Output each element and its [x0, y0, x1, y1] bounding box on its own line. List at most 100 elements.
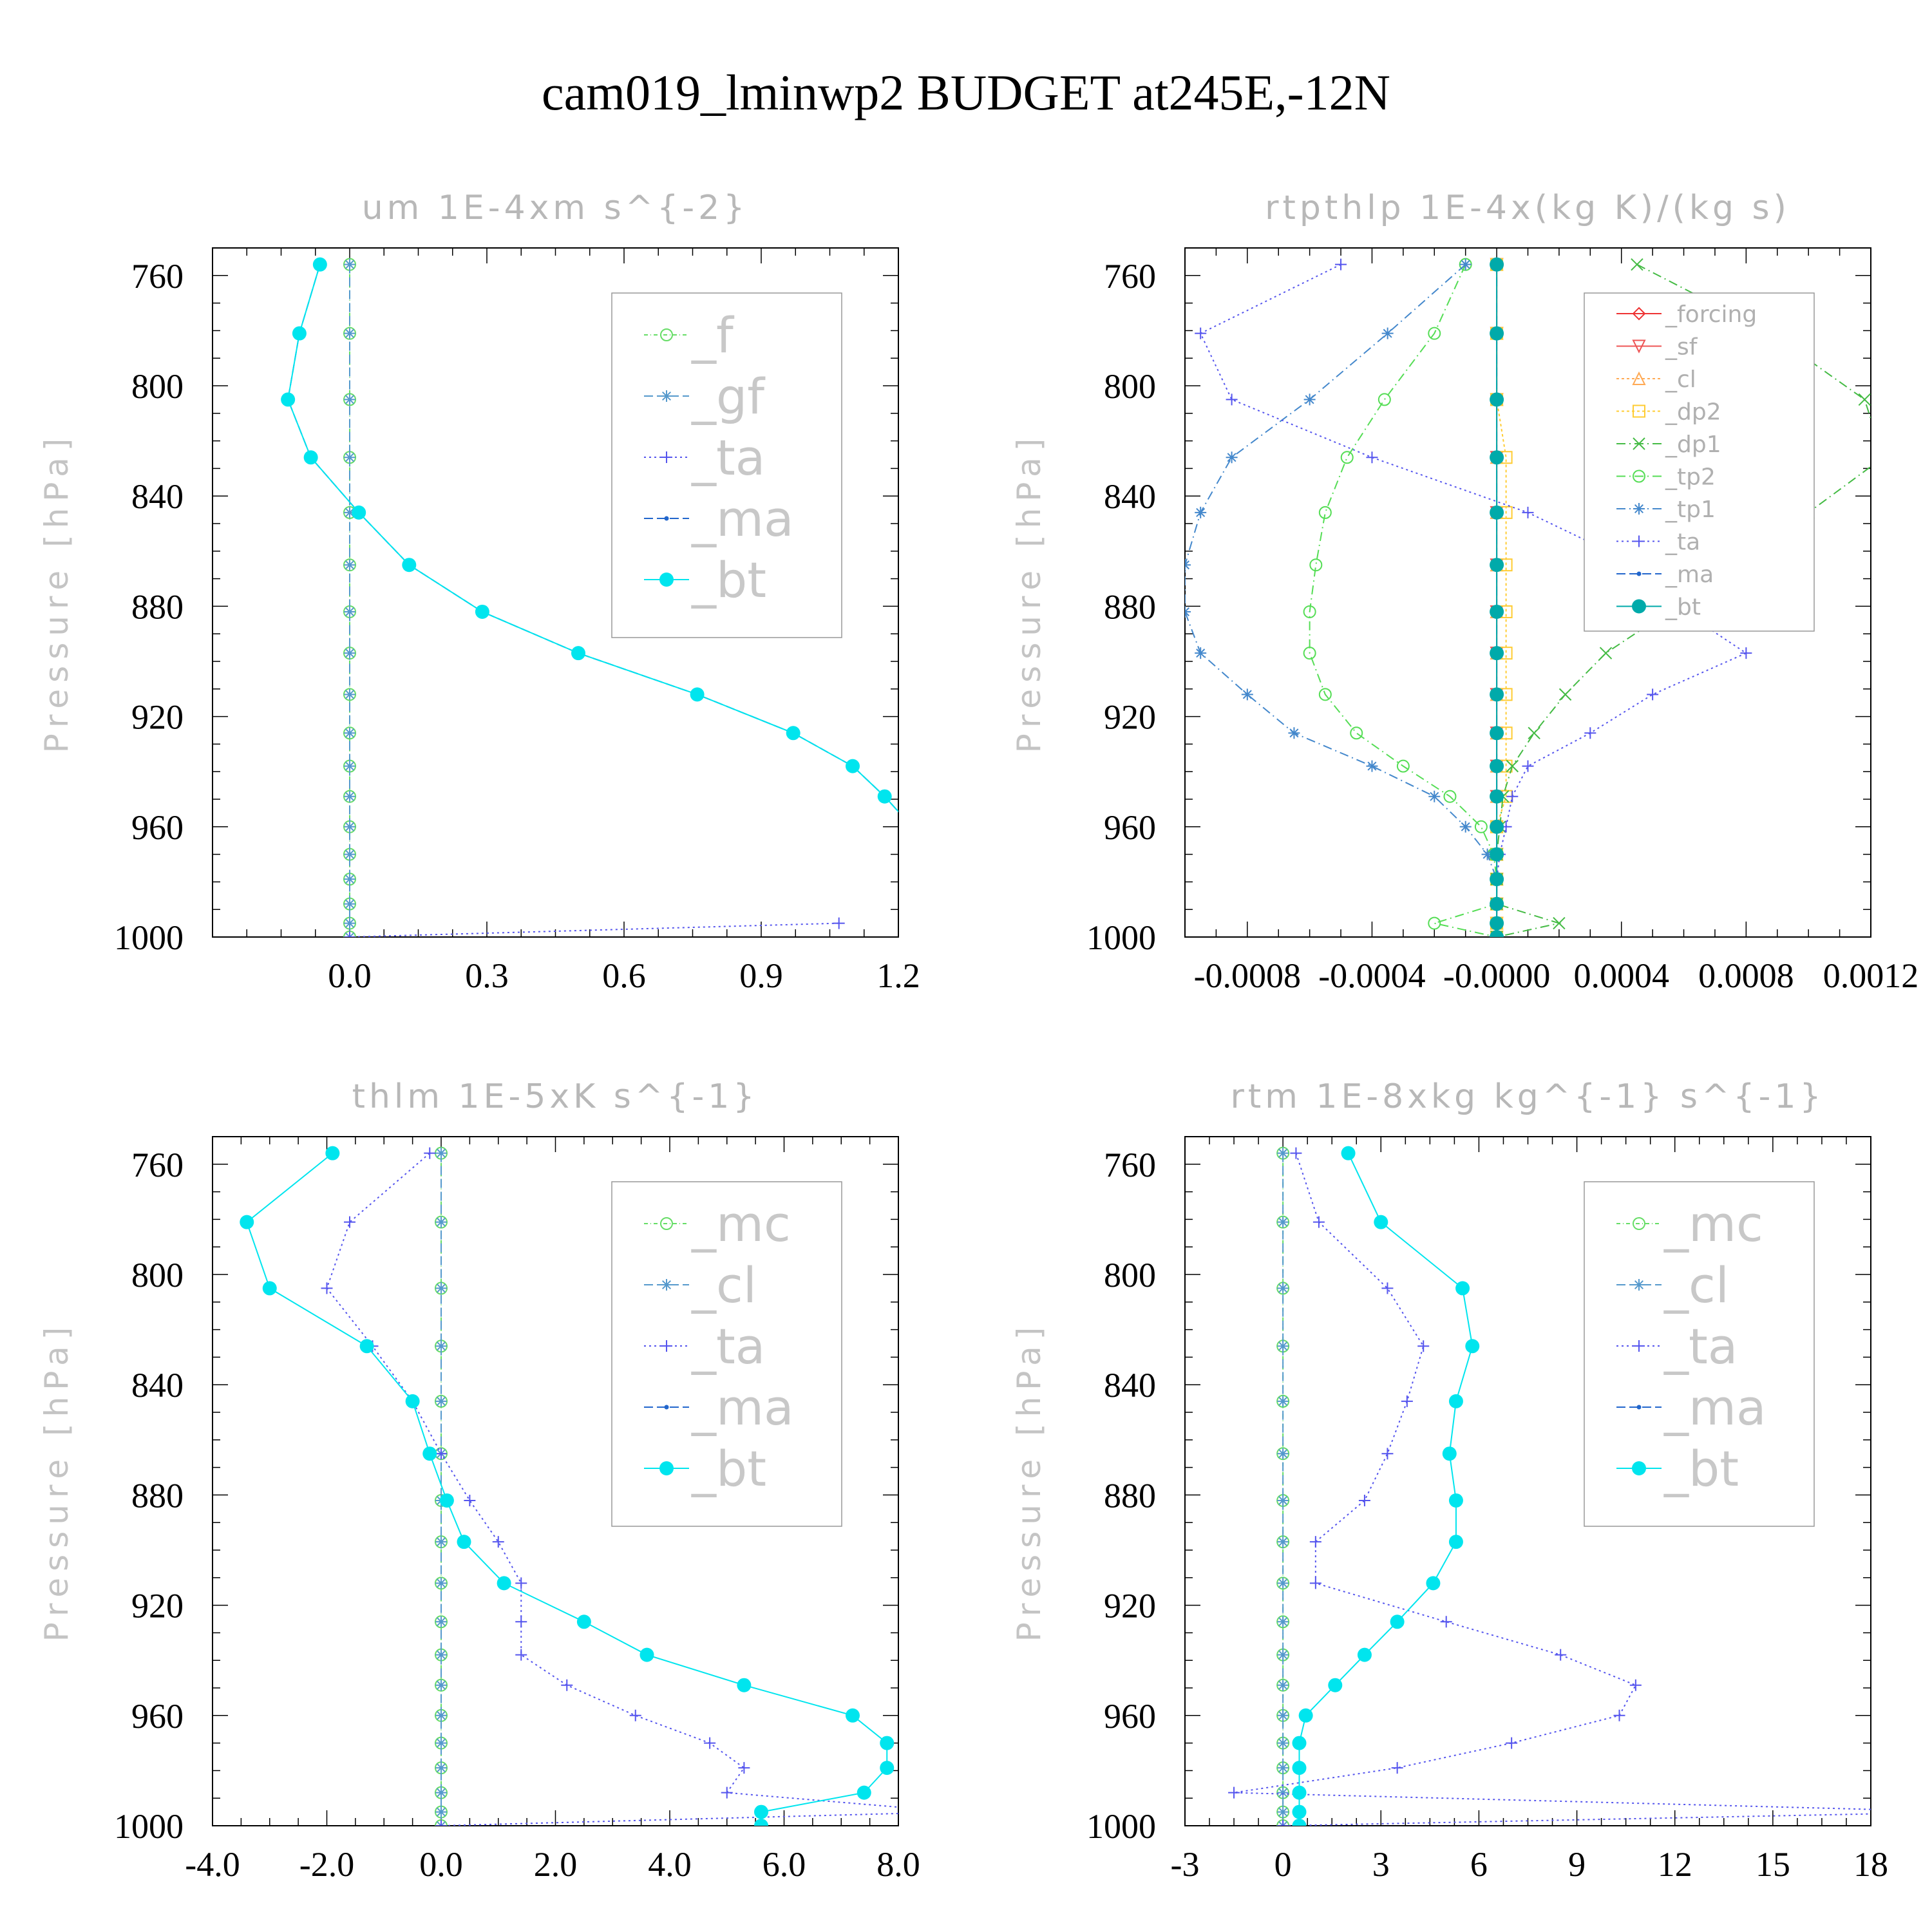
data-point-gf	[344, 760, 355, 772]
data-point-cl	[1277, 1649, 1289, 1661]
legend-entry: _ma	[1665, 562, 1714, 588]
data-point-dp1	[1877, 451, 1889, 463]
legend-marker	[1632, 339, 1646, 354]
data-point-cl	[435, 1147, 447, 1159]
data-point-ta	[1506, 790, 1519, 802]
data-point-bt	[1490, 392, 1504, 407]
data-point-ma	[910, 824, 914, 829]
legend-entry: _ma	[1663, 1379, 1766, 1436]
data-point-bt	[352, 505, 366, 520]
data-point-bt	[1426, 1576, 1441, 1591]
x-tick-label: 0.0004	[1573, 956, 1669, 995]
data-point-bt	[439, 1493, 454, 1508]
data-point-bt	[1292, 1819, 1307, 1826]
data-point-bt	[754, 1804, 768, 1819]
data-point-cl	[1277, 1536, 1289, 1548]
data-point-dp1	[1553, 916, 1566, 930]
data-point-ma	[974, 921, 978, 925]
data-point-ta	[1647, 688, 1659, 701]
x-tick-label: -3	[1171, 1845, 1200, 1884]
series-group	[240, 1146, 898, 1826]
data-point-bt	[1292, 1736, 1307, 1750]
data-point-bt	[262, 1281, 277, 1296]
series-line-ta	[326, 1152, 898, 1826]
data-point-bt	[497, 1576, 511, 1591]
data-point-cl	[435, 1786, 447, 1799]
data-point-bt	[359, 1339, 374, 1354]
data-point-bt	[857, 1785, 871, 1800]
x-tick-label: 4.0	[648, 1845, 692, 1884]
data-point-tp2	[1428, 916, 1441, 930]
data-point-bt	[1490, 687, 1504, 702]
data-point-ta	[492, 1536, 504, 1548]
legend-marker	[1633, 469, 1645, 483]
x-tick-label: 6	[1470, 1845, 1488, 1884]
data-point-bt	[905, 820, 919, 834]
data-point-gf	[344, 559, 355, 571]
data-point-dp1	[1631, 258, 1643, 271]
data-point-bt	[639, 1647, 654, 1662]
data-point-bt	[402, 558, 417, 573]
data-point-bt	[1490, 896, 1504, 911]
data-point-bt	[422, 1446, 437, 1461]
data-point-dp1	[1858, 393, 1871, 406]
data-point-tp1	[1288, 727, 1300, 739]
data-point-ta	[1309, 1577, 1321, 1589]
chart-panel-1: um 1E-4xm s^{-2} Pressure [hPa] 760 800 840 8…	[38, 189, 983, 995]
y-axis-label: Pressure [hPa]	[38, 1321, 75, 1642]
data-point-gf	[344, 647, 355, 659]
data-point-cl	[435, 1737, 447, 1749]
data-point-ta	[1277, 1820, 1289, 1826]
legend-entry: _ma	[691, 1379, 794, 1436]
data-point-ta	[561, 1679, 573, 1691]
legend-marker	[1632, 307, 1646, 321]
data-point-cl	[435, 1536, 447, 1548]
data-point-ta	[1358, 1494, 1370, 1506]
legend-entry: _bt	[1663, 1440, 1739, 1497]
data-point-bt	[475, 604, 489, 619]
y-tick-label: 760	[1104, 257, 1156, 296]
data-point-gf	[344, 688, 355, 701]
data-point-ta	[1613, 1709, 1625, 1721]
y-axis-label: Pressure [hPa]	[1010, 432, 1048, 753]
data-point-ta	[321, 1282, 333, 1294]
legend-marker	[1633, 1217, 1645, 1230]
y-tick-label: 920	[131, 1587, 184, 1625]
legend-entry: _cl	[691, 1256, 757, 1314]
data-point-cl	[435, 1616, 447, 1628]
y-tick-label: 920	[131, 698, 184, 737]
data-point-ta	[1522, 506, 1534, 518]
y-tick-label: 840	[131, 477, 184, 516]
data-point-bt	[1292, 1785, 1307, 1800]
data-point-tp1	[1195, 506, 1207, 518]
data-point-cl	[1277, 1737, 1289, 1749]
data-point-ta	[1555, 1649, 1567, 1661]
data-point-bt	[1490, 450, 1504, 465]
data-point-bt	[292, 326, 307, 341]
data-point-cl	[435, 1577, 447, 1589]
data-point-ta	[515, 1577, 527, 1589]
series-group	[1228, 1146, 1871, 1826]
y-tick-label: 760	[1104, 1146, 1156, 1184]
data-point-tp1	[1195, 647, 1207, 659]
legend-entry: _ta	[691, 429, 765, 486]
legend-marker	[664, 516, 669, 521]
legend-entry: _sf	[1665, 334, 1698, 361]
x-tick-label: 1.2	[876, 956, 920, 995]
data-point-tp2	[1474, 820, 1488, 833]
data-point-cl	[1277, 1709, 1289, 1721]
data-point-bt	[281, 392, 296, 407]
data-point-bt	[1448, 1535, 1463, 1549]
data-point-gf	[344, 848, 355, 860]
data-point-dp1	[1528, 726, 1540, 739]
figure-title: cam019_lminwp2 BUDGET at245E,-12N	[542, 64, 1390, 120]
data-point-dp1	[1506, 759, 1519, 773]
data-point-bt	[240, 1215, 254, 1229]
data-point-bt	[405, 1394, 420, 1408]
legend-entry: _cl	[1663, 1256, 1729, 1314]
data-point-bt	[969, 916, 983, 931]
x-tick-label: 12	[1658, 1845, 1692, 1884]
data-point-tp2	[1303, 647, 1316, 660]
x-tick-label: 0.0012	[1823, 956, 1919, 995]
data-point-ta	[344, 931, 355, 937]
